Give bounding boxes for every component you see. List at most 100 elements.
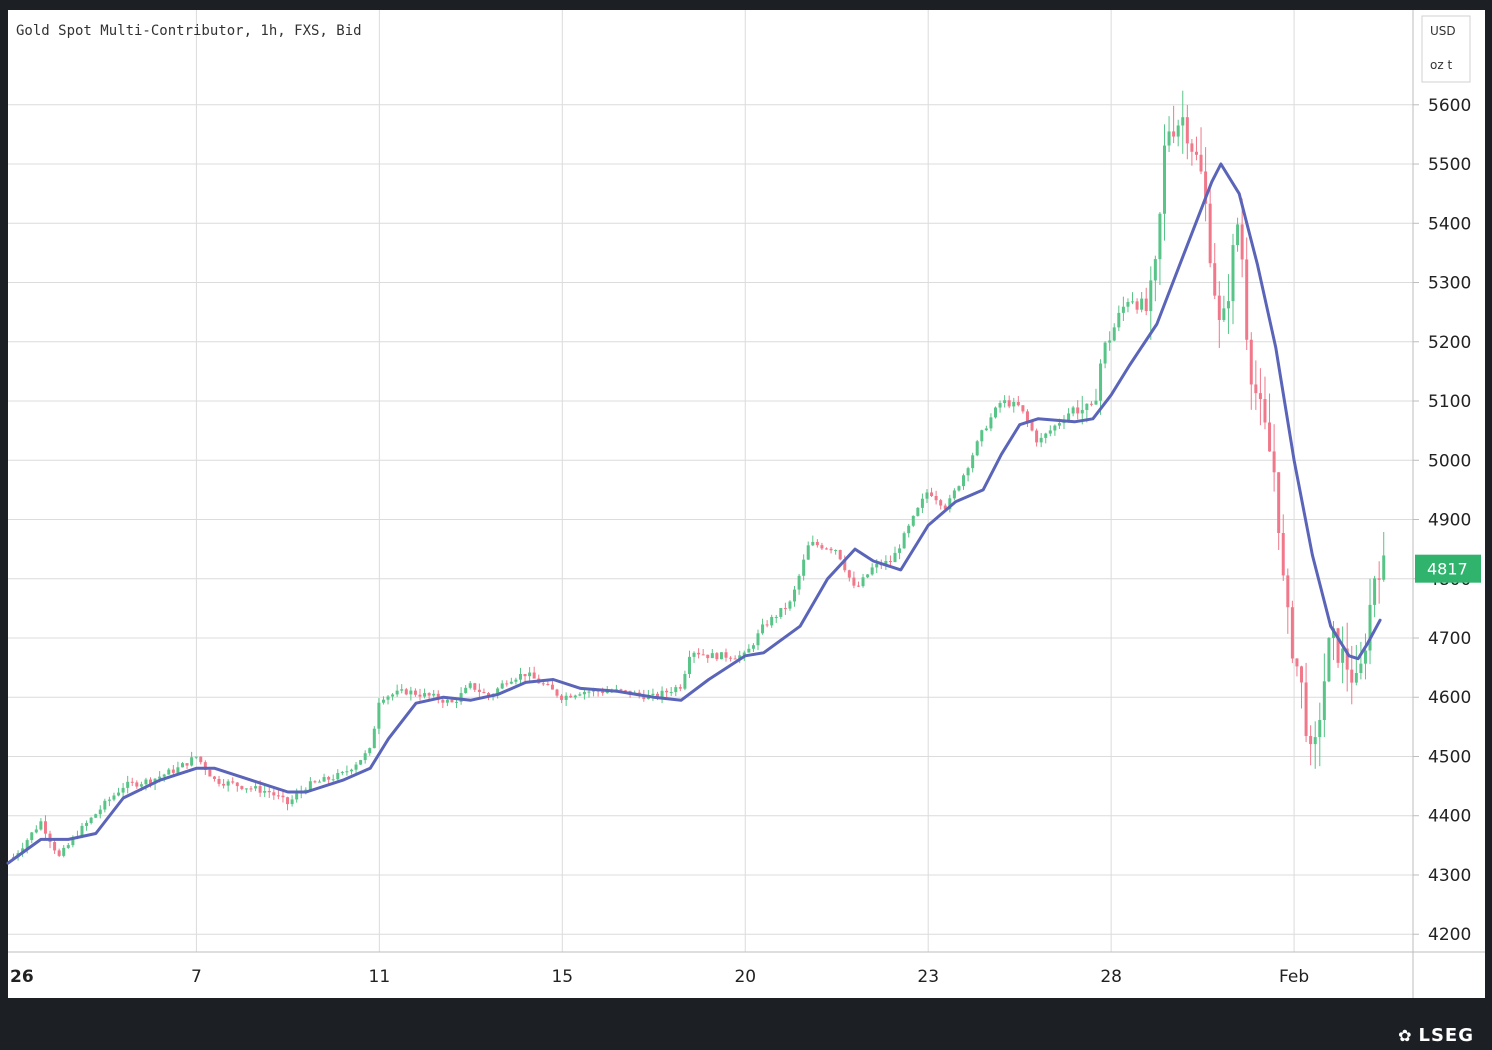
candle-body (372, 728, 376, 749)
candle-body (1226, 301, 1230, 309)
candle-body (578, 694, 582, 696)
candle-body (793, 589, 797, 602)
candle-body (1044, 433, 1048, 438)
candle-body (249, 788, 253, 790)
candle-body (624, 690, 628, 692)
candle-body (875, 563, 879, 568)
candle-body (715, 653, 719, 660)
candle-body (834, 550, 838, 552)
candle-body (276, 795, 280, 797)
candle-body (1368, 604, 1372, 651)
candle-body (126, 781, 130, 788)
candle-body (25, 840, 29, 849)
candle-body (514, 679, 518, 682)
candle-body (587, 691, 591, 693)
candle-body (1012, 401, 1016, 407)
candle-body (582, 691, 586, 695)
candle-body (94, 814, 98, 818)
candle-body (701, 654, 705, 656)
candle-body (212, 776, 216, 779)
y-tick-label: 4500 (1428, 747, 1471, 767)
candle-body (710, 653, 714, 659)
candle-body (706, 654, 710, 659)
candle-body (89, 817, 93, 824)
y-tick-label: 4400 (1428, 807, 1471, 827)
candles (11, 90, 1386, 861)
candle-body (925, 492, 929, 499)
candle-body (1245, 259, 1249, 340)
candle-body (1025, 411, 1029, 422)
candle-body (1153, 259, 1157, 281)
candle-body (532, 672, 536, 679)
candle-body (217, 778, 221, 784)
candle-body (258, 786, 262, 793)
candle-body (774, 616, 778, 618)
candle-body (1277, 472, 1281, 534)
candle-body (966, 468, 970, 476)
candle-body (550, 684, 554, 690)
candle-body (190, 757, 194, 766)
candle-body (751, 645, 755, 649)
candle-body (1185, 117, 1189, 144)
candle-body (158, 776, 162, 779)
candle-body (1117, 312, 1121, 328)
grid-lines (8, 10, 1419, 952)
candle-body (450, 699, 454, 703)
candle-body (400, 689, 404, 691)
candle-body (1240, 224, 1244, 260)
candle-body (1144, 298, 1148, 312)
candle-body (1140, 298, 1144, 310)
candle-body (286, 797, 290, 805)
candle-body (244, 788, 248, 790)
y-tick-label: 4900 (1428, 511, 1471, 531)
candle-body (1030, 421, 1034, 431)
candle-body (1099, 363, 1103, 401)
candle-body (523, 674, 527, 677)
candle-body (861, 577, 865, 587)
candle-body (943, 505, 947, 510)
candle-body (1172, 131, 1176, 137)
candle-body (418, 694, 422, 697)
candle-body (1295, 658, 1299, 667)
candle-body (802, 559, 806, 576)
candle-body (1345, 648, 1349, 670)
x-tick-label: 23 (917, 967, 939, 987)
candle-body (541, 683, 545, 685)
candle-body (432, 693, 436, 696)
candle-body (80, 825, 84, 837)
candle-body (85, 823, 89, 826)
candle-body (783, 608, 787, 610)
last-price-tag: 4817 (1415, 554, 1481, 583)
moving-average-line (6, 162, 1382, 865)
candle-body (1382, 555, 1386, 580)
candle-body (39, 821, 43, 830)
candle-body (820, 545, 824, 549)
candle-body (1327, 637, 1331, 682)
candle-body (176, 767, 180, 773)
candle-body (281, 795, 285, 798)
candle-body (103, 800, 107, 810)
y-tick-label: 5500 (1428, 155, 1471, 175)
candle-body (815, 541, 819, 546)
candle-body (1222, 308, 1226, 320)
time-axis: 26 7 11 15 20 23 28 Feb (10, 967, 1309, 987)
candle-body (171, 769, 175, 773)
candle-body (1089, 403, 1093, 405)
candle-body (272, 792, 276, 796)
candle-body (852, 577, 856, 586)
candle-body (1176, 125, 1180, 137)
candle-body (254, 786, 258, 789)
candle-body (847, 570, 851, 578)
candle-body (687, 656, 691, 675)
candle-body (267, 790, 271, 793)
candle-body (423, 693, 427, 697)
candle-body (43, 821, 47, 834)
candle-body (555, 689, 559, 696)
candle-body (1231, 245, 1235, 302)
candle-body (770, 617, 774, 626)
currency-box[interactable] (1421, 15, 1471, 83)
candle-body (135, 782, 139, 787)
y-tick-label: 5100 (1428, 392, 1471, 412)
y-tick-label: 4600 (1428, 688, 1471, 708)
x-tick-label: Feb (1279, 967, 1309, 987)
